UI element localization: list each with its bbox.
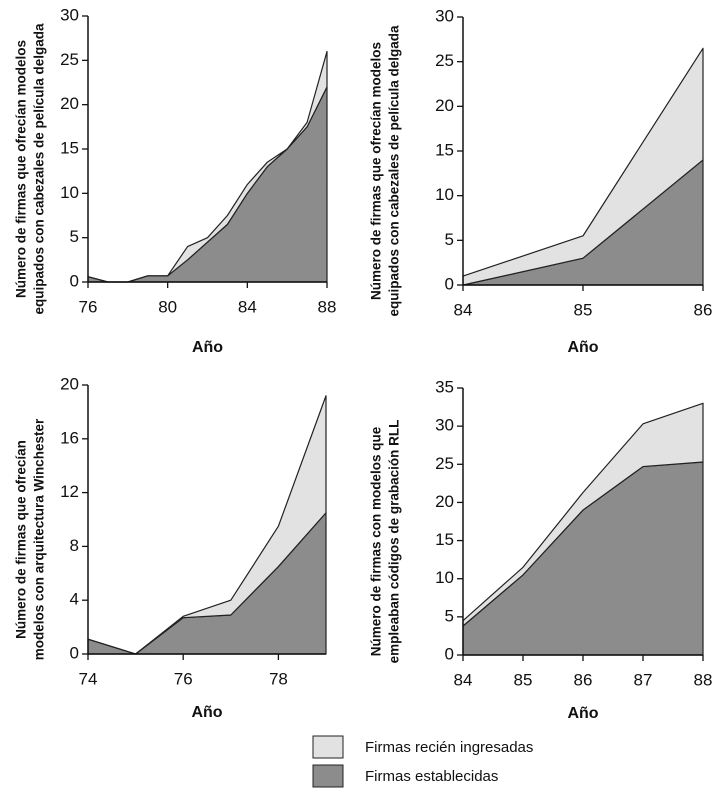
area: Firmas establecidas [87,86,328,283]
x-tick-label: 88 [318,297,337,316]
y-tick-label: 8 [70,536,79,555]
y-axis-label: modelos con arquitectura Winchester [32,418,47,660]
y-tick-label: 25 [435,454,454,473]
y-tick-label: 30 [435,416,454,435]
area: Firmas recién ingresadas [87,50,328,283]
y-tick-label: 15 [60,138,79,157]
x-axis-label: Año [192,339,223,356]
y-tick-label: 15 [435,530,454,549]
x-tick-label: 86 [694,300,713,319]
x-tick-label: 87 [634,670,653,689]
area: Firmas establecidas [462,461,704,656]
legend-label: Firmas establecidas [365,768,498,785]
x-tick-label: 84 [238,297,257,316]
y-tick-label: 0 [70,271,79,290]
area: Firmas recién ingresadas [462,402,704,627]
x-tick-label: 85 [574,300,593,319]
x-axis-label: Año [191,704,222,721]
y-axis-label: equipados con cabezales de película delg… [387,25,402,317]
y-tick-label: 25 [60,50,79,69]
y-axis-label: Número de firmas que ofrecían modelos [369,42,384,300]
y-tick-label: 20 [60,94,79,113]
x-tick-label: 80 [158,297,177,316]
y-tick-label: 30 [60,5,79,24]
y-tick-label: 0 [445,644,454,663]
y-tick-label: 12 [60,482,79,501]
y-tick-label: 5 [445,230,454,249]
legend-swatch [312,764,344,788]
y-tick-label: 10 [60,183,79,202]
x-tick-label: 74 [79,669,98,688]
y-tick-label: 35 [435,377,454,396]
x-tick-label: 85 [514,670,533,689]
legend-swatch [312,735,344,759]
legend-label: Firmas recién ingresadas [365,739,533,756]
y-axis-label: Número de firmas que ofrecían [14,440,29,639]
x-tick-label: 88 [694,670,713,689]
y-tick-label: 10 [435,568,454,587]
x-tick-label: 84 [454,300,473,319]
y-axis-label: Número de firmas con modelos que [369,426,384,656]
y-tick-label: 0 [70,643,79,662]
y-tick-label: 30 [435,6,454,25]
x-tick-label: 76 [79,297,98,316]
x-axis-label: Año [567,705,598,722]
y-tick-label: 10 [435,185,454,204]
y-tick-label: 5 [70,227,79,246]
y-tick-label: 25 [435,51,454,70]
x-tick-label: 84 [454,670,473,689]
y-axis-label: Número de firmas que ofrecían modelos [14,40,29,298]
y-tick-label: 15 [435,140,454,159]
x-tick-label: 78 [269,669,288,688]
y-tick-label: 20 [435,96,454,115]
y-tick-label: 20 [435,492,454,511]
y-tick-label: 4 [70,590,79,609]
y-tick-label: 20 [60,374,79,393]
x-axis-label: Año [567,339,598,356]
y-tick-label: 5 [445,606,454,625]
y-tick-label: 0 [445,274,454,293]
area: Firmas recién ingresadas [87,395,327,655]
x-tick-label: 76 [174,669,193,688]
x-tick-label: 86 [574,670,593,689]
y-axis-label: empleaban códigos de grabación RLL [387,420,402,664]
y-axis-label: equipados con cabezales de película delg… [32,23,47,315]
y-tick-label: 16 [60,428,79,447]
